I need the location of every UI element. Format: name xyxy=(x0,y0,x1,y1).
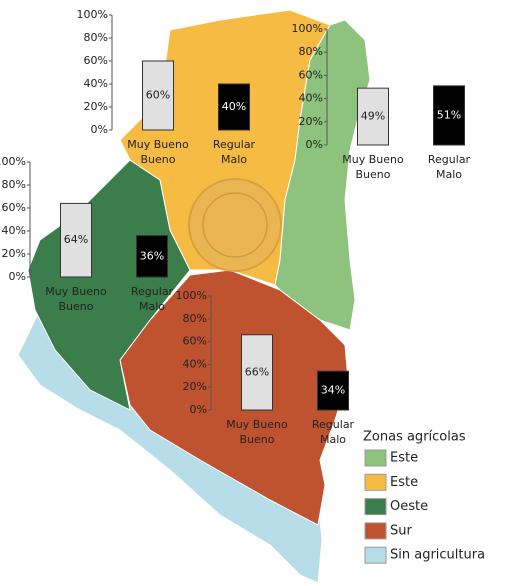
y-tick-label: 60% xyxy=(299,68,323,81)
bar xyxy=(317,370,349,411)
y-tick-label: 20% xyxy=(84,100,108,113)
bar-chart: 0% 20% 40% 60% 80% 100% 49% Muy Bueno Bueno 51% Re… xyxy=(292,22,471,181)
legend-label: Sur xyxy=(390,523,412,538)
legend-label: Este xyxy=(390,451,418,466)
y-tick-label: 40% xyxy=(2,224,26,237)
y-tick-label: 20% xyxy=(183,380,207,393)
y-tick-label: 80% xyxy=(84,31,108,44)
value-label: 49% xyxy=(361,110,385,123)
legend-label: Este xyxy=(390,475,418,490)
y-tick-label: 80% xyxy=(2,178,26,191)
x-tick-label: Muy Bueno Bueno xyxy=(342,153,404,181)
x-tick-label: Regular Malo xyxy=(428,153,471,181)
y-tick-label: 0% xyxy=(91,123,108,136)
legend: Zonas agrícolas Este Este Oeste Sur Sin agri… xyxy=(363,430,485,564)
y-tick-label: 40% xyxy=(183,357,207,370)
y-tick-label: 60% xyxy=(183,335,207,348)
y-tick-label: 40% xyxy=(84,77,108,90)
value-label: 51% xyxy=(437,108,461,121)
bar-chart: 0% 20% 40% 60% 80% 100% 60% Muy Bueno Bueno 40% Re… xyxy=(77,8,256,166)
y-tick-label: 0% xyxy=(306,138,323,151)
x-tick-label: Regular Malo xyxy=(213,138,256,166)
bar xyxy=(241,334,273,411)
y-tick-label: 20% xyxy=(2,247,26,260)
legend-swatch xyxy=(364,546,387,564)
y-tick-label: 100% xyxy=(0,155,26,168)
y-tick-label: 100% xyxy=(176,289,207,302)
y-tick-label: 80% xyxy=(183,312,207,325)
value-label: 64% xyxy=(64,233,88,246)
legend-swatch xyxy=(364,473,387,491)
x-tick-label: Regular Malo xyxy=(131,285,174,313)
x-tick-label: Muy Bueno Bueno xyxy=(226,418,288,446)
legend-label: Sin agricultura xyxy=(390,548,485,563)
bar-chart: 0% 20% 40% 60% 80% 100% 66% Muy Bueno Bueno 34% Re… xyxy=(176,289,355,446)
y-tick-label: 0% xyxy=(190,403,207,416)
zone-este-green xyxy=(274,19,371,331)
y-tick-label: 40% xyxy=(299,92,323,105)
legend-title: Zonas agrícolas xyxy=(363,430,466,445)
bar xyxy=(142,60,174,131)
y-tick-label: 100% xyxy=(77,8,108,21)
bar xyxy=(218,83,250,131)
bar xyxy=(357,87,389,146)
charts: 0% 20% 40% 60% 80% 100% 60% Muy Bueno Bueno 40% Re… xyxy=(0,8,471,446)
value-label: 34% xyxy=(321,384,345,397)
y-tick-label: 0% xyxy=(9,270,26,283)
value-label: 66% xyxy=(245,365,269,378)
y-tick-label: 60% xyxy=(2,201,26,214)
value-label: 40% xyxy=(222,100,246,113)
seal-inner xyxy=(202,192,268,258)
legend-label: Oeste xyxy=(390,499,428,514)
bar xyxy=(433,85,465,146)
legend-swatch xyxy=(364,498,387,516)
y-tick-label: 60% xyxy=(84,54,108,67)
x-tick-label: Muy Bueno Bueno xyxy=(127,138,189,166)
y-tick-label: 80% xyxy=(299,45,323,58)
value-label: 36% xyxy=(140,249,164,262)
legend-swatch xyxy=(364,522,387,540)
x-tick-label: Muy Bueno Bueno xyxy=(45,285,107,313)
legend-swatch xyxy=(364,449,387,467)
bar xyxy=(60,202,92,278)
y-tick-label: 100% xyxy=(292,22,323,35)
x-tick-label: Regular Malo xyxy=(312,418,355,446)
bar xyxy=(136,235,168,278)
value-label: 60% xyxy=(146,89,170,102)
y-tick-label: 20% xyxy=(299,115,323,128)
